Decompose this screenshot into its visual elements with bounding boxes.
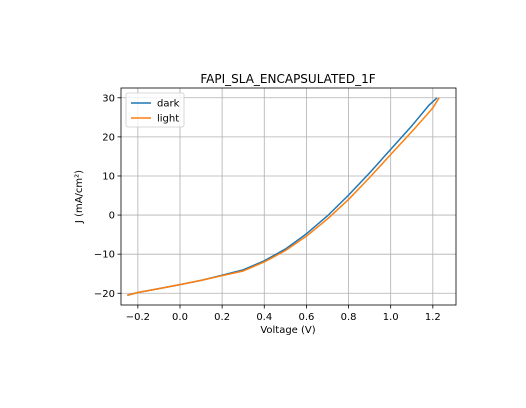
- series-line-light: [127, 97, 440, 296]
- x-tick-label: 0.2: [214, 312, 230, 323]
- x-axis-label: Voltage (V): [260, 325, 315, 336]
- x-tick-label: 0.8: [341, 312, 357, 323]
- grid: [121, 88, 456, 305]
- x-tick-label: 1.0: [383, 312, 399, 323]
- y-axis-label: J (mA/cm²): [74, 170, 85, 224]
- x-tick-label: 0.4: [256, 312, 272, 323]
- series-layer: [127, 97, 440, 296]
- x-tick-label: 0.6: [298, 312, 314, 323]
- y-tick-label: 30: [102, 93, 115, 104]
- plot-frame: [120, 87, 457, 306]
- y-tick-label: 0: [109, 211, 115, 222]
- legend: dark light: [125, 92, 185, 128]
- legend-label-dark: dark: [157, 99, 180, 110]
- y-tick-label: −10: [94, 250, 115, 261]
- x-tick-label: 0.0: [172, 312, 188, 323]
- legend-label-light: light: [157, 114, 179, 125]
- ticks: −0.2 0.0 0.2 0.4 0.6 0.8 1.0 1.2 −20 −10 0 10 20 30: [94, 93, 441, 323]
- x-tick-label: 1.2: [425, 312, 441, 323]
- y-tick-label: −20: [94, 289, 115, 300]
- chart-title: FAPI_SLA_ENCAPSULATED_1F: [200, 72, 375, 86]
- y-tick-label: 10: [102, 171, 115, 182]
- x-tick-label: −0.2: [126, 312, 150, 323]
- y-tick-label: 20: [102, 132, 115, 143]
